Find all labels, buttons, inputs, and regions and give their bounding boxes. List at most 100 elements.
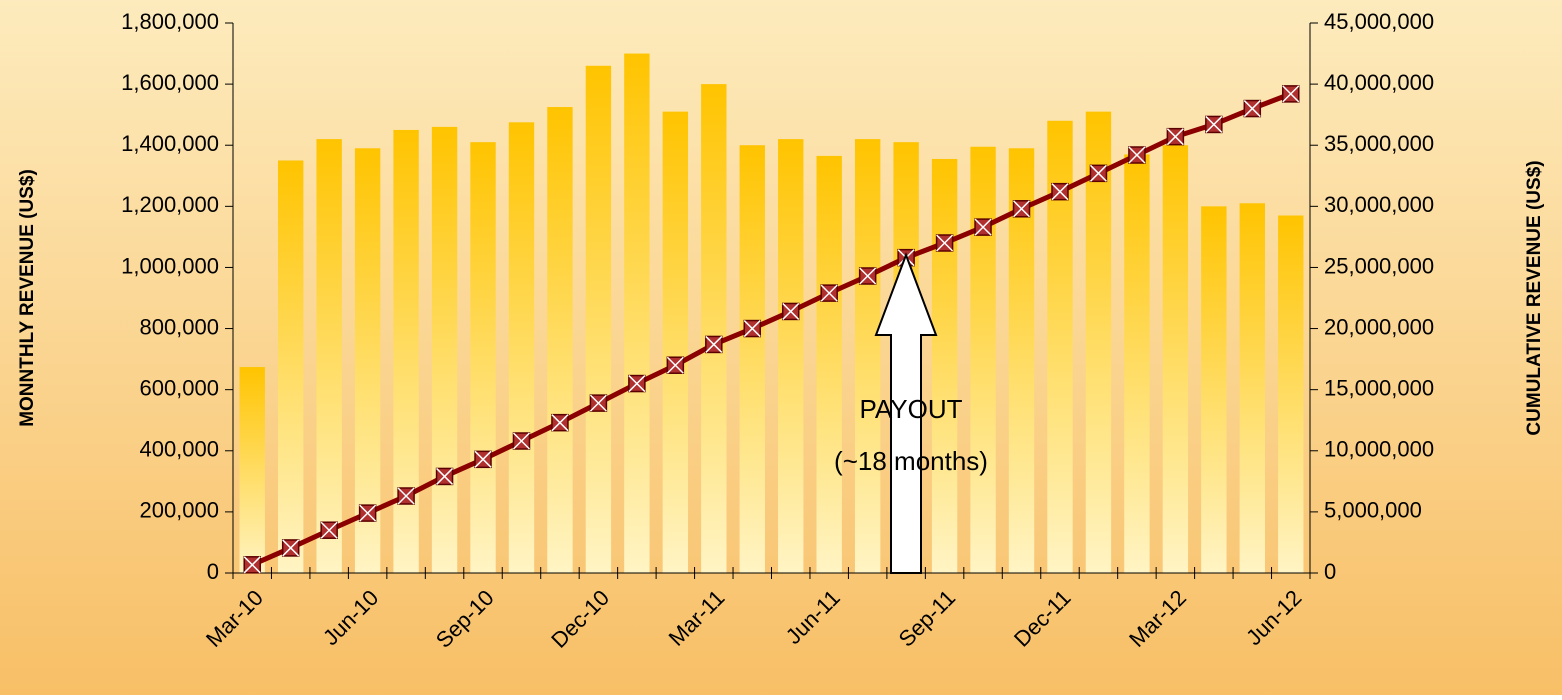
marker bbox=[628, 374, 646, 393]
y2-tick-label: 0 bbox=[1324, 559, 1336, 584]
marker bbox=[743, 319, 762, 338]
marker-cross bbox=[1051, 183, 1069, 201]
marker bbox=[1243, 99, 1262, 118]
bar bbox=[278, 160, 304, 573]
marker bbox=[1166, 127, 1185, 146]
y-tick-label: 1,600,000 bbox=[121, 70, 219, 95]
bar bbox=[508, 122, 535, 574]
marker bbox=[589, 394, 608, 412]
y2-tick-label: 30,000,000 bbox=[1324, 192, 1434, 217]
marker-cross bbox=[1128, 146, 1146, 164]
line-layer bbox=[243, 85, 1300, 574]
marker-cross bbox=[782, 302, 800, 320]
marker bbox=[858, 267, 877, 285]
marker bbox=[1089, 164, 1108, 183]
marker bbox=[243, 556, 261, 574]
y2-tick-label: 40,000,000 bbox=[1324, 70, 1434, 95]
marker-cross bbox=[243, 556, 261, 574]
y-tick-label: 1,200,000 bbox=[121, 192, 219, 217]
bar bbox=[970, 146, 996, 573]
marker-cross bbox=[512, 432, 531, 450]
y-tick-label: 800,000 bbox=[139, 314, 219, 339]
marker-cross bbox=[1282, 85, 1300, 103]
marker bbox=[974, 218, 992, 236]
bars bbox=[239, 53, 1304, 574]
bar bbox=[701, 84, 727, 573]
bar bbox=[739, 145, 765, 573]
marker-cross bbox=[666, 356, 684, 374]
marker bbox=[935, 234, 954, 252]
marker-cross bbox=[859, 267, 877, 285]
bar bbox=[778, 139, 804, 573]
bar bbox=[1008, 148, 1035, 573]
marker bbox=[435, 467, 454, 486]
bar bbox=[1124, 154, 1150, 573]
marker bbox=[1128, 146, 1146, 164]
marker bbox=[1012, 200, 1031, 218]
marker bbox=[474, 450, 492, 469]
bar bbox=[354, 148, 381, 573]
bar bbox=[1085, 111, 1112, 573]
bar bbox=[470, 142, 496, 573]
marker-cross bbox=[359, 504, 377, 522]
marker-cross bbox=[936, 234, 954, 252]
bar bbox=[662, 111, 689, 573]
marker-cross bbox=[705, 335, 723, 353]
bar bbox=[931, 158, 958, 573]
bar bbox=[585, 65, 612, 574]
marker bbox=[397, 487, 415, 505]
cumulative-line bbox=[251, 91, 1292, 568]
y2-tick-label: 25,000,000 bbox=[1324, 253, 1434, 278]
marker bbox=[1282, 85, 1300, 103]
marker-cross bbox=[397, 487, 415, 505]
y2-tick-label: 35,000,000 bbox=[1324, 131, 1434, 156]
marker bbox=[551, 413, 569, 432]
bar bbox=[1239, 203, 1265, 573]
marker bbox=[281, 539, 300, 557]
marker bbox=[1051, 182, 1069, 201]
bar bbox=[547, 107, 573, 574]
bar bbox=[1162, 145, 1189, 573]
y-tick-label: 200,000 bbox=[139, 498, 219, 523]
bar bbox=[393, 129, 419, 573]
marker bbox=[512, 432, 531, 450]
marker bbox=[820, 284, 838, 302]
y-axis-label: MONNTHLY REVENUE (US$) bbox=[17, 169, 38, 427]
marker-cross bbox=[1012, 200, 1031, 218]
marker-cross bbox=[436, 467, 454, 485]
bar bbox=[1278, 215, 1304, 573]
marker-cross bbox=[589, 394, 607, 412]
marker-cross bbox=[1089, 164, 1107, 182]
bar bbox=[239, 367, 265, 573]
y-tick-label: 0 bbox=[207, 559, 219, 584]
marker-cross bbox=[1166, 128, 1184, 146]
bar bbox=[316, 139, 342, 573]
marker-cross bbox=[743, 320, 761, 338]
y2-tick-label: 45,000,000 bbox=[1324, 9, 1434, 34]
bar bbox=[1201, 206, 1227, 574]
y2-tick-label: 10,000,000 bbox=[1324, 437, 1434, 462]
marker-cross bbox=[1205, 115, 1223, 133]
y-tick-label: 600,000 bbox=[139, 375, 219, 400]
y2-tick-label: 20,000,000 bbox=[1324, 314, 1434, 339]
annotation: (~18 months) bbox=[834, 446, 988, 476]
marker-cross bbox=[320, 521, 338, 539]
y2-tick-label: 15,000,000 bbox=[1324, 375, 1434, 400]
marker-cross bbox=[628, 375, 646, 393]
bar bbox=[431, 126, 458, 573]
marker bbox=[705, 335, 723, 354]
annotation: PAYOUT bbox=[859, 394, 962, 424]
y-tick-label: 400,000 bbox=[139, 437, 219, 462]
marker-cross bbox=[551, 414, 569, 432]
marker-cross bbox=[974, 218, 992, 236]
marker-cross bbox=[820, 284, 838, 302]
marker bbox=[1205, 115, 1223, 134]
marker-cross bbox=[282, 539, 300, 557]
marker bbox=[358, 504, 377, 522]
y2-axis-label: CUMULATIVE REVENUE (US$) bbox=[1524, 160, 1545, 435]
payout-arrow bbox=[874, 252, 938, 574]
marker bbox=[781, 302, 800, 321]
y-tick-label: 1,800,000 bbox=[121, 9, 219, 34]
marker bbox=[320, 521, 338, 539]
bar bbox=[816, 155, 842, 573]
